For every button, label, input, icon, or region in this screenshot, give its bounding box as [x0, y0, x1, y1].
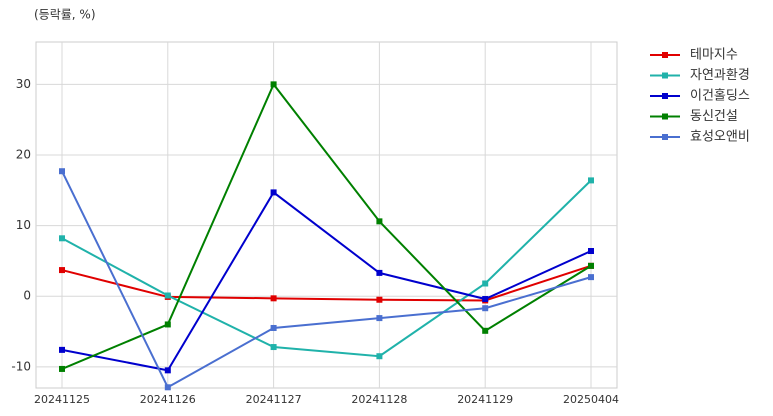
- y-axis-label: (등락률, %): [34, 8, 96, 22]
- point-marker: [376, 296, 383, 303]
- point-marker: [588, 262, 594, 269]
- y-tick-label: 30: [16, 77, 31, 91]
- point-marker: [376, 315, 383, 322]
- legend-label: 이건홀딩스: [690, 89, 750, 104]
- point-marker: [270, 295, 277, 302]
- point-marker: [376, 269, 383, 276]
- legend-label: 동신건설: [690, 109, 738, 124]
- point-marker: [59, 346, 65, 353]
- legend-label: 자연과환경: [690, 68, 750, 83]
- legend-label: 테마지수: [690, 48, 738, 63]
- x-tick-label: 20250404: [563, 393, 619, 406]
- point-marker: [270, 344, 277, 351]
- series-line: [61, 179, 592, 358]
- series-line: [61, 190, 592, 372]
- legend-label: 효성오앤비: [690, 130, 750, 145]
- point-marker: [59, 235, 65, 242]
- legend-marker: [662, 113, 668, 120]
- point-marker: [482, 327, 489, 334]
- x-tick-label: 20241128: [351, 393, 407, 406]
- x-tick-label: 20241127: [246, 393, 302, 406]
- point-marker: [164, 321, 171, 328]
- legend-marker: [662, 93, 668, 99]
- point-marker: [588, 177, 594, 184]
- series-line: [61, 264, 592, 302]
- x-tick-label: 20241129: [457, 393, 513, 406]
- series-line: [61, 170, 592, 389]
- y-tick-label: 0: [23, 289, 31, 303]
- legend-marker: [662, 52, 668, 58]
- point-marker: [59, 267, 65, 274]
- point-marker: [482, 305, 489, 312]
- point-marker: [270, 324, 277, 331]
- y-tick-label: 10: [16, 218, 31, 232]
- point-marker: [588, 248, 594, 255]
- point-marker: [164, 292, 171, 299]
- point-marker: [376, 353, 383, 360]
- y-tick-label: 20: [16, 147, 31, 161]
- point-marker: [270, 189, 277, 196]
- x-tick-label: 20241126: [140, 393, 196, 406]
- point-marker: [164, 384, 171, 391]
- point-marker: [164, 367, 171, 374]
- x-tick-label: 20241125: [34, 393, 90, 406]
- point-marker: [588, 274, 594, 281]
- series-line: [61, 82, 592, 370]
- point-marker: [482, 296, 489, 303]
- point-marker: [59, 168, 65, 175]
- legend-marker: [662, 134, 668, 140]
- point-marker: [270, 81, 277, 88]
- point-marker: [376, 218, 383, 225]
- plot-frame: [35, 41, 618, 389]
- y-tick-label: -10: [11, 359, 31, 373]
- point-marker: [482, 280, 489, 287]
- legend-marker: [662, 72, 668, 79]
- point-marker: [59, 365, 65, 372]
